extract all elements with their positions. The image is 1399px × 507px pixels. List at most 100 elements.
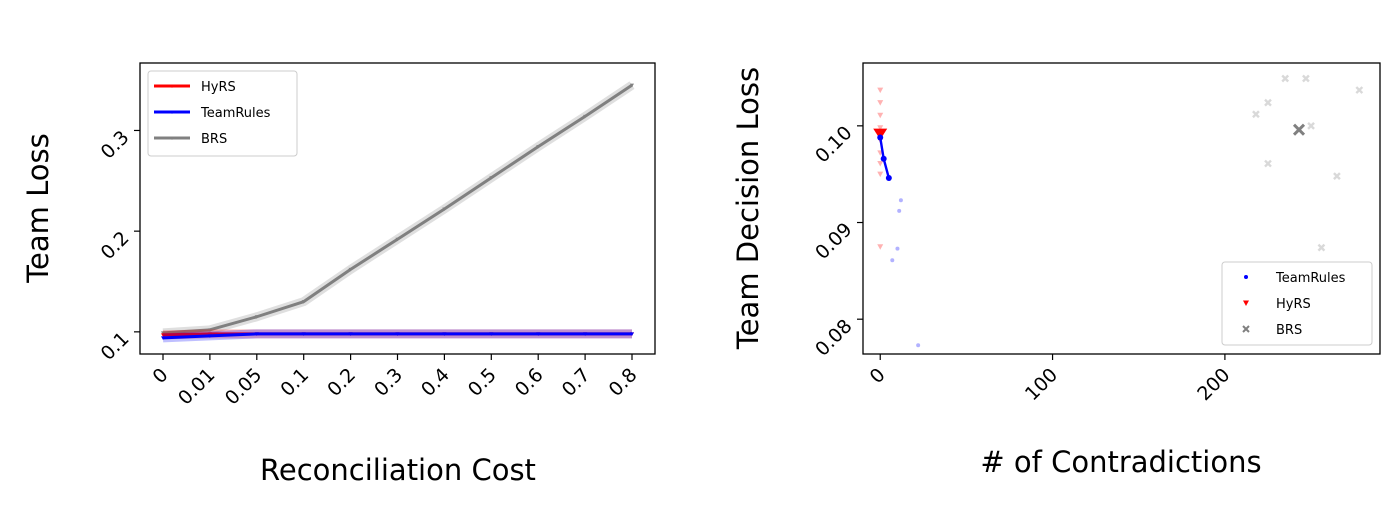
teamrules-point [890,258,895,263]
brs-point [536,145,541,149]
right-y-tick-label: 0.10 [811,122,856,167]
right-x-ticks: 0 100 200 [866,354,1234,405]
left-panel: 0 0.01 0.05 0.1 0.2 0.3 0.4 0.5 0.6 0.7 0.8 0.1 0.2… [21,62,656,487]
left-legend: HyRS TeamRules BRS [147,70,298,157]
legend-teamrules-marker [170,110,174,114]
hyrs-point [877,161,884,167]
left-x-tick-label: 0.4 [417,364,454,401]
left-series-group [161,81,635,343]
teamrules-point [254,332,259,336]
left-x-tick-label: 0.2 [323,364,360,401]
brs-point [207,328,212,332]
right-series-group [873,74,1364,348]
left-x-tick-label: 0.3 [370,364,407,401]
teamrules-mean-point [880,155,887,162]
teamrules-point [301,332,306,336]
brs-point [583,114,588,119]
teamrules-mean-point [877,134,884,141]
legend-teamrules-marker [1244,275,1248,279]
left-y-tick-label: 0.2 [97,227,134,264]
brs-point [1317,243,1326,252]
teamrules-point [916,343,921,348]
hyrs-point [877,87,884,94]
teamrules-point [442,332,447,336]
legend-hyrs-label: HyRS [201,80,236,95]
hyrs-point [877,244,884,250]
left-y-ticks: 0.1 0.2 0.3 [97,126,140,365]
legend-brs-label: BRS [1276,323,1302,338]
brs-point [1264,98,1272,107]
right-x-axis-label: # of Contradictions [980,445,1261,479]
hyrs-point [877,100,884,106]
right-x-tick-label: 100 [1021,364,1062,405]
teamrules-point [161,336,165,340]
teamrules-point [898,198,903,203]
legend-box [1221,261,1373,346]
legend-teamrules-label: TeamRules [200,106,271,121]
hyrs-point [877,171,884,178]
teamrules-point [489,332,494,336]
right-y-tick-label: 0.08 [811,315,856,360]
legend-brs-label: BRS [201,132,227,147]
left-y-axis-label: Team Loss [21,133,55,283]
left-x-tick-label: 0.1 [276,364,313,401]
teamrules-point [897,208,902,213]
left-x-tick-label: 0.7 [558,364,595,401]
right-x-tick-label: 200 [1193,364,1234,405]
right-y-ticks: 0.08 0.09 0.10 [811,122,863,361]
brs-point [1355,86,1364,94]
brs-point [161,331,165,335]
teamrules-point [895,246,900,251]
legend-hyrs-label: HyRS [1276,297,1311,312]
brs-point [301,300,306,304]
legend-teamrules-label: TeamRules [1275,271,1346,286]
left-x-tick-label: 0.5 [464,364,501,401]
hyrs-point [207,332,212,336]
left-x-tick-label: 0.01 [174,364,219,409]
right-legend: TeamRules HyRS BRS [1221,261,1373,346]
teamrules-mean-point [885,175,892,182]
teamrules-point [536,332,541,336]
legend-box [147,70,298,157]
legend-brs-marker [1242,325,1250,333]
brs-point [1333,172,1341,180]
teamrules-point [348,332,353,336]
brs-point [630,83,634,88]
brs-point [348,267,353,272]
brs-point [1302,74,1310,83]
teamrules-point [630,332,634,336]
hyrs-point [877,112,884,119]
brs-point [1264,159,1272,168]
left-x-tick-label: 0.6 [511,364,548,401]
hyrs-point [877,125,884,131]
right-y-axis-label: Team Decision Loss [731,67,765,350]
brs-point [254,315,259,319]
legend-hyrs-marker [170,84,174,88]
teamrules-point [207,334,212,338]
brs-point [489,176,494,180]
hyrs-mean-point [873,128,888,140]
right-panel: 0 100 200 0.08 0.09 0.10 # of Contradictions… [731,62,1381,479]
right-y-tick-label: 0.09 [811,218,856,263]
brs-point [442,207,447,212]
left-x-tick-label: 0.8 [605,364,642,401]
brs-mean-point [1292,123,1306,136]
left-y-tick-label: 0.3 [97,126,134,163]
teamrules-point [395,332,400,336]
right-x-tick-label: 0 [866,364,890,388]
legend-hyrs-marker [1243,300,1249,306]
brs-point [1252,110,1260,119]
left-y-tick-label: 0.1 [97,328,134,365]
left-x-ticks: 0 0.01 0.05 0.1 0.2 0.3 0.4 0.5 0.6 0.7 0.8 [148,354,642,409]
left-x-axis-label: Reconciliation Cost [260,453,536,487]
right-plot-frame [862,62,1381,355]
teamrules-point [583,332,588,336]
hyrs-point [161,333,165,337]
legend-brs-marker [170,136,174,140]
brs-point [395,237,400,242]
left-x-tick-label: 0.05 [221,364,266,409]
left-x-tick-label: 0 [148,364,172,388]
brs-point [1307,121,1315,130]
brs-point [1281,74,1290,83]
